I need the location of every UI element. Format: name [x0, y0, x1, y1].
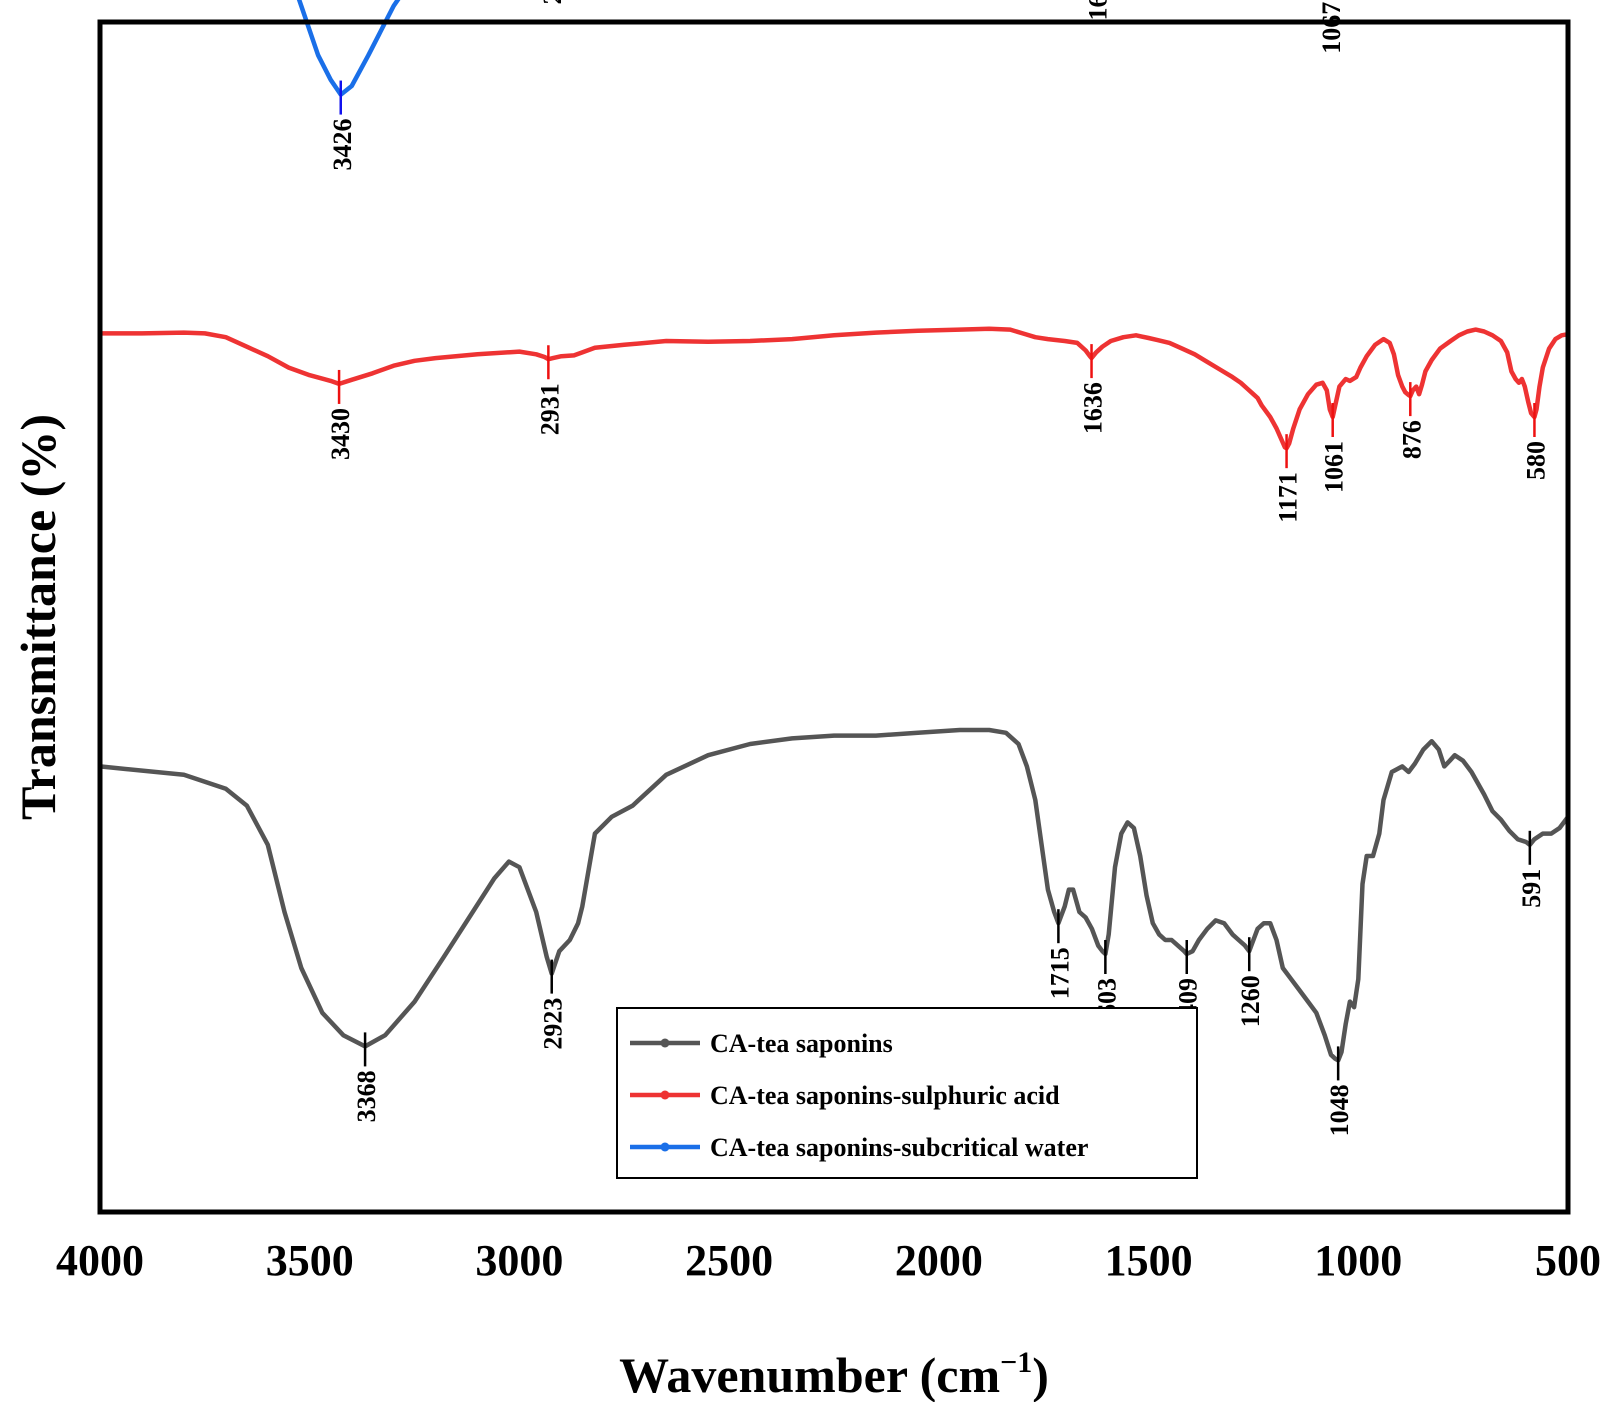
- peak-label-1048: 1048: [1325, 1084, 1354, 1136]
- x-tick-label-1500: 1500: [1105, 1236, 1193, 1285]
- x-tick-label-1000: 1000: [1314, 1236, 1402, 1285]
- peak-label-1624: 1624: [1084, 0, 1113, 21]
- peak-label-2931: 2931: [535, 383, 564, 435]
- x-axis-title-close: ): [1032, 1347, 1049, 1402]
- legend: CA-tea saponins CA-tea saponins-sulphuric…: [616, 1007, 1198, 1179]
- peak-label-1715: 1715: [1045, 947, 1074, 999]
- x-axis-title: Wavenumber (cm−1): [619, 1346, 1049, 1402]
- series-line-0: [99, 727, 1570, 1063]
- legend-marker-2: [660, 1142, 670, 1152]
- x-axis-ticks: 4000 3500 3000 2500 2000 1500 1000 500: [56, 1236, 1601, 1285]
- peak-label-3430: 3430: [326, 408, 355, 460]
- spectra-curves: [99, 0, 1570, 1063]
- peak-label-2923: 2923: [539, 998, 568, 1050]
- y-axis-title: Transmittance (%): [10, 414, 66, 820]
- peak-label-1067: 1067: [1317, 2, 1346, 54]
- x-tick-label-4000: 4000: [56, 1236, 144, 1285]
- x-tick-label-500: 500: [1535, 1236, 1601, 1285]
- x-tick-label-2500: 2500: [685, 1236, 773, 1285]
- series-line-2: [296, 0, 401, 97]
- plot-frame: [97, 19, 1571, 1215]
- peak-label-1061: 1061: [1320, 441, 1349, 493]
- legend-label-1: CA-tea saponins-sulphuric acid: [710, 1081, 1060, 1110]
- peak-label-1171: 1171: [1274, 472, 1303, 523]
- peak-label-876: 876: [1397, 420, 1426, 459]
- legend-box: [616, 1007, 1198, 1179]
- legend-marker-1: [660, 1090, 670, 1100]
- x-tick-label-2000: 2000: [895, 1236, 983, 1285]
- series-line-1: [100, 326, 1569, 451]
- x-tick-label-3000: 3000: [475, 1236, 563, 1285]
- x-axis-title-superscript: −1: [1000, 1346, 1032, 1379]
- peak-label-591: 591: [1517, 869, 1546, 908]
- peak-label-3426: 3426: [328, 119, 357, 171]
- legend-marker-0: [660, 1038, 670, 1048]
- x-axis-title-main: Wavenumber (cm: [619, 1347, 1000, 1402]
- x-tick-label-3500: 3500: [266, 1236, 354, 1285]
- legend-label-2: CA-tea saponins-subcritical water: [710, 1133, 1088, 1162]
- legend-label-0: CA-tea saponins: [710, 1029, 893, 1058]
- peak-label-580: 580: [1521, 441, 1550, 480]
- peak-label-1260: 1260: [1236, 975, 1265, 1027]
- peak-label-1636: 1636: [1079, 382, 1108, 434]
- peak-label-2925: 2925: [538, 0, 567, 5]
- peak-label-3368: 3368: [352, 1070, 381, 1122]
